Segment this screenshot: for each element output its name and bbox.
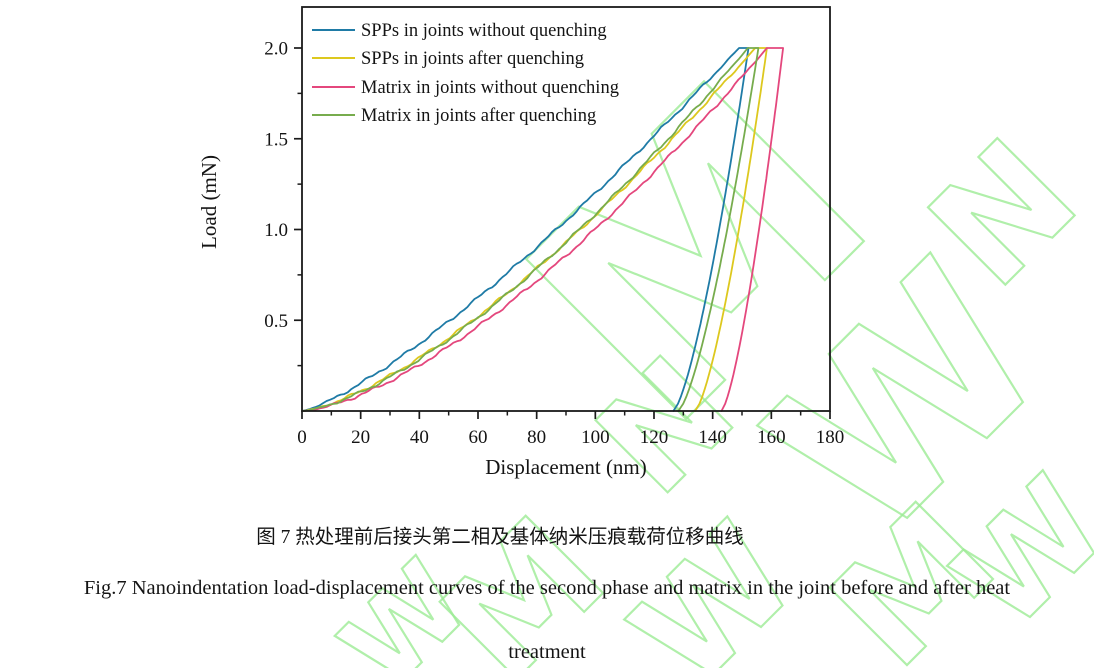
series-curve-2 — [301, 47, 784, 412]
series-curve-1 — [301, 47, 768, 412]
load-displacement-chart: 0 20 40 60 80 100 120 140 160 180 0.5 1.0 1.5 2.0 Disp… — [197, 6, 845, 479]
caption-chinese: 图 7 热处理前后接头第二相及基体纳米压痕载荷位移曲线 — [256, 527, 744, 548]
y-tick-label: 0.5 — [264, 311, 288, 332]
legend-item: Matrix in joints after quenching — [312, 106, 596, 126]
legend-label: Matrix in joints without quenching — [361, 78, 619, 98]
x-tick-label: 140 — [698, 427, 727, 448]
x-tick-label: 80 — [527, 427, 546, 448]
x-tick-label: 180 — [816, 427, 845, 448]
series-curve-3 — [301, 47, 760, 412]
legend-label: SPPs in joints without quenching — [361, 21, 607, 41]
x-tick-label: 160 — [757, 427, 786, 448]
x-tick-label: 20 — [351, 427, 370, 448]
y-tick-label: 1.5 — [264, 129, 288, 150]
caption-english-line1: Fig.7 Nanoindentation load-displacement … — [83, 577, 1011, 599]
legend-label: Matrix in joints after quenching — [361, 106, 596, 126]
x-tick-label: 120 — [640, 427, 669, 448]
caption-english-line2: treatment — [508, 641, 586, 663]
y-tick-label: 1.0 — [264, 220, 288, 241]
x-axis-label: Displacement (nm) — [485, 455, 647, 479]
legend-item: Matrix in joints without quenching — [312, 78, 619, 98]
x-tick-label: 40 — [410, 427, 429, 448]
y-tick-label: 2.0 — [264, 39, 288, 60]
series-curve-0 — [301, 47, 750, 412]
y-axis-label: Load (mN) — [197, 155, 221, 249]
legend-label: SPPs in joints after quenching — [361, 49, 584, 69]
legend-item: SPPs in joints without quenching — [312, 21, 607, 41]
x-tick-label: 100 — [581, 427, 610, 448]
x-tick-label: 0 — [297, 427, 307, 448]
legend-item: SPPs in joints after quenching — [312, 49, 584, 69]
x-tick-label: 60 — [469, 427, 488, 448]
